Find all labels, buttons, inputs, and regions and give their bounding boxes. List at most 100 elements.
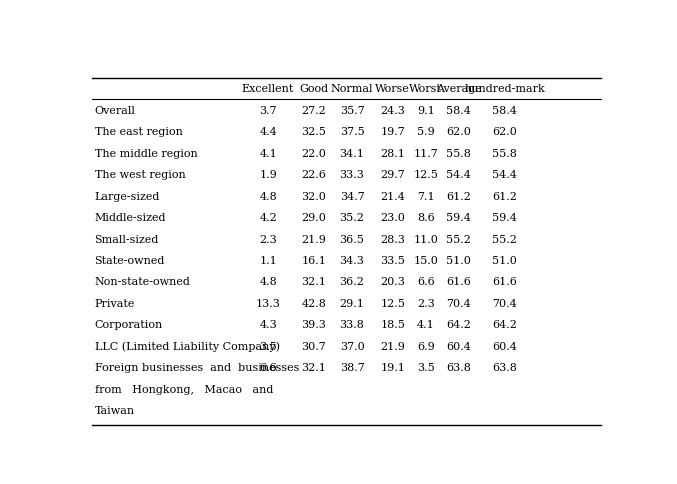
Text: 34.3: 34.3 [340, 256, 364, 265]
Text: Excellent: Excellent [242, 84, 294, 94]
Text: 55.2: 55.2 [492, 234, 517, 244]
Text: Small-sized: Small-sized [95, 234, 159, 244]
Text: 64.2: 64.2 [492, 319, 517, 330]
Text: from   Hongkong,   Macao   and: from Hongkong, Macao and [95, 384, 273, 394]
Text: 32.1: 32.1 [301, 277, 326, 287]
Text: 54.4: 54.4 [447, 170, 471, 180]
Text: 32.5: 32.5 [301, 127, 326, 137]
Text: 38.7: 38.7 [340, 363, 364, 372]
Text: 2.3: 2.3 [417, 298, 435, 308]
Text: 35.2: 35.2 [340, 212, 364, 223]
Text: 32.0: 32.0 [301, 191, 326, 201]
Text: 16.1: 16.1 [301, 256, 326, 265]
Text: 9.1: 9.1 [417, 106, 435, 116]
Text: 3.7: 3.7 [259, 106, 277, 116]
Text: 15.0: 15.0 [414, 256, 438, 265]
Text: 55.8: 55.8 [492, 149, 517, 158]
Text: 4.2: 4.2 [259, 212, 277, 223]
Text: 60.4: 60.4 [447, 341, 471, 351]
Text: 20.3: 20.3 [380, 277, 406, 287]
Text: Foreign businesses  and  businesses: Foreign businesses and businesses [95, 363, 299, 372]
Text: Non-state-owned: Non-state-owned [95, 277, 190, 287]
Text: The east region: The east region [95, 127, 183, 137]
Text: Large-sized: Large-sized [95, 191, 160, 201]
Text: 18.5: 18.5 [380, 319, 406, 330]
Text: 34.1: 34.1 [340, 149, 364, 158]
Text: Middle-sized: Middle-sized [95, 212, 166, 223]
Text: 2.3: 2.3 [259, 234, 277, 244]
Text: 33.8: 33.8 [340, 319, 364, 330]
Text: 22.6: 22.6 [301, 170, 326, 180]
Text: Good: Good [299, 84, 328, 94]
Text: 1.1: 1.1 [259, 256, 277, 265]
Text: 55.2: 55.2 [447, 234, 471, 244]
Text: 11.7: 11.7 [414, 149, 438, 158]
Text: 33.5: 33.5 [380, 256, 406, 265]
Text: State-owned: State-owned [95, 256, 165, 265]
Text: 63.8: 63.8 [447, 363, 471, 372]
Text: 21.9: 21.9 [380, 341, 406, 351]
Text: 58.4: 58.4 [492, 106, 517, 116]
Text: 27.2: 27.2 [301, 106, 326, 116]
Text: hundred-mark: hundred-mark [464, 84, 545, 94]
Text: 61.2: 61.2 [492, 191, 517, 201]
Text: 59.4: 59.4 [492, 212, 517, 223]
Text: 64.2: 64.2 [447, 319, 471, 330]
Text: 13.3: 13.3 [256, 298, 280, 308]
Text: 37.5: 37.5 [340, 127, 364, 137]
Text: 30.7: 30.7 [301, 341, 326, 351]
Text: 6.9: 6.9 [417, 341, 435, 351]
Text: 4.8: 4.8 [259, 277, 277, 287]
Text: Private: Private [95, 298, 135, 308]
Text: Taiwan: Taiwan [95, 405, 135, 415]
Text: Worst: Worst [410, 84, 442, 94]
Text: 3.5: 3.5 [259, 341, 277, 351]
Text: 12.5: 12.5 [380, 298, 406, 308]
Text: 19.1: 19.1 [380, 363, 406, 372]
Text: 23.0: 23.0 [380, 212, 406, 223]
Text: 62.0: 62.0 [447, 127, 471, 137]
Text: 61.6: 61.6 [492, 277, 517, 287]
Text: 36.5: 36.5 [340, 234, 364, 244]
Text: 29.7: 29.7 [380, 170, 405, 180]
Text: 11.0: 11.0 [414, 234, 438, 244]
Text: 8.6: 8.6 [417, 212, 435, 223]
Text: 51.0: 51.0 [447, 256, 471, 265]
Text: 60.4: 60.4 [492, 341, 517, 351]
Text: 6.6: 6.6 [259, 363, 277, 372]
Text: 24.3: 24.3 [380, 106, 406, 116]
Text: 34.7: 34.7 [340, 191, 364, 201]
Text: 63.8: 63.8 [492, 363, 517, 372]
Text: 5.9: 5.9 [417, 127, 435, 137]
Text: 32.1: 32.1 [301, 363, 326, 372]
Text: 39.3: 39.3 [301, 319, 326, 330]
Text: 33.3: 33.3 [340, 170, 364, 180]
Text: 4.3: 4.3 [259, 319, 277, 330]
Text: Worse: Worse [375, 84, 410, 94]
Text: Overall: Overall [95, 106, 135, 116]
Text: 36.2: 36.2 [340, 277, 364, 287]
Text: 28.1: 28.1 [380, 149, 406, 158]
Text: 12.5: 12.5 [414, 170, 438, 180]
Text: 70.4: 70.4 [492, 298, 517, 308]
Text: 70.4: 70.4 [447, 298, 471, 308]
Text: 54.4: 54.4 [492, 170, 517, 180]
Text: 4.1: 4.1 [259, 149, 277, 158]
Text: 4.4: 4.4 [259, 127, 277, 137]
Text: The west region: The west region [95, 170, 185, 180]
Text: 4.1: 4.1 [417, 319, 435, 330]
Text: 42.8: 42.8 [301, 298, 326, 308]
Text: 29.1: 29.1 [340, 298, 364, 308]
Text: The middle region: The middle region [95, 149, 197, 158]
Text: 28.3: 28.3 [380, 234, 406, 244]
Text: Normal: Normal [331, 84, 373, 94]
Text: 3.5: 3.5 [417, 363, 435, 372]
Text: 22.0: 22.0 [301, 149, 326, 158]
Text: 1.9: 1.9 [259, 170, 277, 180]
Text: 21.9: 21.9 [301, 234, 326, 244]
Text: 58.4: 58.4 [447, 106, 471, 116]
Text: 7.1: 7.1 [417, 191, 435, 201]
Text: 6.6: 6.6 [417, 277, 435, 287]
Text: 51.0: 51.0 [492, 256, 517, 265]
Text: 4.8: 4.8 [259, 191, 277, 201]
